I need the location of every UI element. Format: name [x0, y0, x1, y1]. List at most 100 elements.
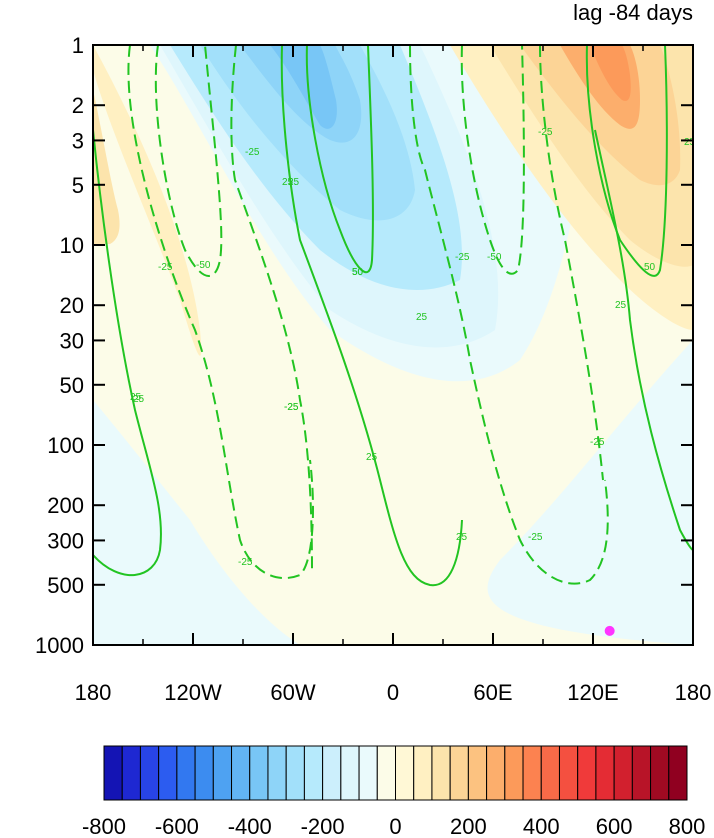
colorbar-swatch	[504, 745, 524, 801]
colorbar-swatch	[631, 745, 652, 801]
shading-blue-5	[270, 45, 337, 129]
colorbar-swatch	[158, 745, 178, 801]
contour-line	[230, 45, 313, 571]
colorbar-tick-label: 800	[669, 814, 706, 838]
colorbar-swatch	[139, 745, 160, 801]
y-tick-label: 200	[47, 493, 84, 518]
contour-line	[154, 45, 223, 277]
colorbar-swatch	[194, 745, 214, 801]
shading-blue-3	[200, 45, 415, 221]
colorbar-swatch	[340, 745, 360, 801]
contour-label: 25	[615, 300, 627, 311]
chart-title: lag -84 days	[573, 0, 693, 25]
marker-point	[604, 625, 615, 636]
colorbar-tick-label: -600	[155, 814, 199, 838]
contour-line	[280, 45, 463, 587]
contour-label: 50	[352, 267, 364, 278]
y-tick-label: 2	[72, 93, 84, 118]
contour-line	[409, 45, 609, 585]
colorbar-swatch	[231, 745, 251, 801]
x-tick-label: 120E	[567, 680, 618, 705]
colorbar-swatch	[249, 745, 269, 801]
contour-label: 25	[130, 392, 142, 403]
contour-label: 50	[644, 262, 656, 273]
contour-label: 25	[133, 394, 145, 405]
contour-label: -50	[196, 260, 211, 271]
x-tick-label: 180	[75, 680, 112, 705]
colorbar-swatch	[395, 745, 415, 801]
y-tick-label: 10	[60, 233, 84, 258]
colorbar-swatch	[303, 745, 324, 801]
contour-line	[305, 45, 374, 274]
colorbar-tick-label: -400	[228, 814, 272, 838]
colorbar-swatch	[358, 745, 378, 801]
contour-label: 25	[282, 177, 294, 188]
contour-line	[93, 129, 162, 577]
colorbar-tick-label: -200	[301, 814, 345, 838]
x-tick-label: 180	[675, 680, 712, 705]
colorbar-tick-label: -800	[82, 814, 126, 838]
y-tick-label: 30	[60, 328, 84, 353]
contour-label: -25	[455, 252, 470, 263]
contour-label: 25	[684, 137, 696, 148]
contour-label: 25	[416, 312, 428, 323]
y-tick-label: 1	[72, 33, 84, 58]
colorbar-swatch	[558, 745, 579, 801]
contour-label: -25	[245, 147, 260, 158]
plot-area: -25 -50 25 50 -25 25 -25 25 50 -25 25 -5…	[93, 45, 696, 645]
colorbar-swatch	[540, 745, 560, 801]
shading-orange-right-2	[520, 45, 681, 186]
colorbar-swatch	[467, 745, 488, 801]
shading-light-blue-right	[487, 340, 693, 645]
contour-label: 25	[288, 177, 300, 188]
contour-label: 25	[456, 532, 468, 543]
contour-label: -50	[487, 252, 502, 263]
colorbar-swatch	[650, 745, 670, 801]
colorbar-swatch	[322, 745, 342, 801]
shading-orange-left	[93, 90, 120, 244]
x-tick-label: 120W	[164, 680, 222, 705]
colorbar-tick-label: 600	[596, 814, 633, 838]
x-axis: 180 120W 60W 0 60E 120E 180	[75, 45, 712, 705]
colorbar-swatch	[176, 745, 196, 801]
y-tick-label: 3	[72, 128, 84, 153]
contour-label: -25	[158, 262, 173, 273]
colorbar-swatch	[668, 745, 688, 801]
contour-line	[460, 45, 525, 275]
y-tick-label: 1000	[35, 633, 84, 658]
contour-label: 50	[352, 267, 364, 278]
x-tick-label: 60E	[473, 680, 512, 705]
colorbar-swatch	[522, 745, 542, 801]
colorbar-swatch	[212, 745, 233, 801]
colorbar-swatch	[486, 745, 506, 801]
y-tick-label: 500	[47, 573, 84, 598]
contour-label: -25	[238, 557, 253, 568]
contour-line	[594, 129, 693, 551]
colorbar-swatch	[449, 745, 469, 801]
colorbar-swatch	[285, 745, 305, 801]
colorbar-swatch	[431, 745, 451, 801]
colorbar-tick-label: 200	[450, 814, 487, 838]
y-tick-label: 20	[60, 293, 84, 318]
y-tick-label: 50	[60, 373, 84, 398]
colorbar-swatch	[613, 745, 633, 801]
colorbar-swatch	[376, 745, 396, 801]
contour-line	[127, 45, 314, 580]
y-tick-label: 300	[47, 528, 84, 553]
y-axis: 1 2 3 5 10 20 30 50 100 200 300 500 1000	[35, 33, 693, 658]
shading-orange-right-4	[590, 45, 631, 101]
contour-label: -25	[528, 532, 543, 543]
colorbar-swatch	[267, 745, 287, 801]
colorbar-swatch	[103, 745, 123, 801]
contour-line	[585, 45, 668, 277]
colorbar-tick-label: 0	[389, 814, 401, 838]
contour-label: -25	[284, 402, 299, 413]
colorbar-tick-label: 400	[523, 814, 560, 838]
contour-label: -25	[538, 127, 553, 138]
colorbar-swatch	[577, 745, 597, 801]
shading-light-blue-left	[93, 400, 300, 645]
contour-label: 25	[366, 452, 378, 463]
colorbar-swatch	[413, 745, 433, 801]
colorbar: -800 -600 -400 -200 0 200 400 600 800	[82, 745, 706, 838]
